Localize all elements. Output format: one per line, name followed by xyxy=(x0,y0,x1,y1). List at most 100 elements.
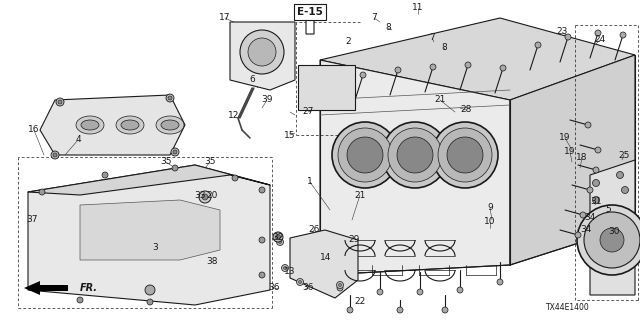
Text: TX44E1400: TX44E1400 xyxy=(547,303,590,313)
Text: 30: 30 xyxy=(608,228,620,236)
Circle shape xyxy=(442,307,448,313)
Circle shape xyxy=(338,128,392,182)
Circle shape xyxy=(166,94,174,102)
Text: 8: 8 xyxy=(441,44,447,52)
Circle shape xyxy=(417,289,423,295)
Circle shape xyxy=(172,165,178,171)
Circle shape xyxy=(347,137,383,173)
Ellipse shape xyxy=(76,116,104,134)
Text: 11: 11 xyxy=(412,4,424,12)
Ellipse shape xyxy=(161,120,179,130)
Text: 7: 7 xyxy=(371,13,377,22)
Text: 37: 37 xyxy=(26,215,38,225)
Circle shape xyxy=(332,122,398,188)
Circle shape xyxy=(259,237,265,243)
Circle shape xyxy=(621,187,628,194)
Circle shape xyxy=(600,228,624,252)
Text: 21: 21 xyxy=(355,190,365,199)
Circle shape xyxy=(432,122,498,188)
Circle shape xyxy=(145,285,155,295)
Circle shape xyxy=(173,150,177,154)
Circle shape xyxy=(171,148,179,156)
Polygon shape xyxy=(510,55,635,265)
Circle shape xyxy=(535,42,541,48)
Circle shape xyxy=(232,175,238,181)
Text: 14: 14 xyxy=(320,253,332,262)
Text: 16: 16 xyxy=(28,125,40,134)
Circle shape xyxy=(397,307,403,313)
Circle shape xyxy=(500,65,506,71)
Circle shape xyxy=(259,187,265,193)
Text: E-15: E-15 xyxy=(297,7,323,17)
Polygon shape xyxy=(320,18,635,100)
Circle shape xyxy=(447,137,483,173)
Circle shape xyxy=(593,196,600,204)
Circle shape xyxy=(51,151,59,159)
Circle shape xyxy=(593,167,599,173)
Text: 23: 23 xyxy=(556,28,568,36)
Text: 10: 10 xyxy=(484,218,496,227)
Text: 15: 15 xyxy=(284,131,296,140)
Circle shape xyxy=(430,64,436,70)
Circle shape xyxy=(595,147,601,153)
Text: 28: 28 xyxy=(460,106,472,115)
Circle shape xyxy=(77,297,83,303)
Text: 35: 35 xyxy=(160,157,172,166)
Text: 8: 8 xyxy=(385,23,391,33)
Polygon shape xyxy=(28,165,270,305)
Circle shape xyxy=(199,191,211,203)
Circle shape xyxy=(397,137,433,173)
Text: 36: 36 xyxy=(268,284,280,292)
Circle shape xyxy=(347,307,353,313)
Text: FR.: FR. xyxy=(80,283,98,293)
Polygon shape xyxy=(298,65,355,110)
Text: 38: 38 xyxy=(206,258,218,267)
Circle shape xyxy=(284,267,287,269)
Circle shape xyxy=(240,30,284,74)
Polygon shape xyxy=(590,160,635,295)
Circle shape xyxy=(259,272,265,278)
Circle shape xyxy=(339,284,342,286)
Ellipse shape xyxy=(121,120,139,130)
Text: 25: 25 xyxy=(618,150,630,159)
Circle shape xyxy=(248,38,276,66)
Text: 31: 31 xyxy=(590,197,602,206)
Circle shape xyxy=(575,232,581,238)
Text: 33: 33 xyxy=(195,191,205,201)
Polygon shape xyxy=(28,165,270,195)
Ellipse shape xyxy=(81,120,99,130)
Circle shape xyxy=(39,189,45,195)
Text: 39: 39 xyxy=(261,95,273,105)
Circle shape xyxy=(565,34,571,40)
Circle shape xyxy=(273,232,283,242)
Circle shape xyxy=(593,180,600,187)
Text: 22: 22 xyxy=(355,298,365,307)
Circle shape xyxy=(616,172,623,179)
Text: 13: 13 xyxy=(284,268,296,276)
Polygon shape xyxy=(80,200,220,260)
Polygon shape xyxy=(290,230,358,298)
Circle shape xyxy=(360,72,366,78)
Text: 24: 24 xyxy=(595,36,605,44)
Circle shape xyxy=(580,212,586,218)
Text: 19: 19 xyxy=(564,148,576,156)
Text: 35: 35 xyxy=(204,157,216,166)
FancyArrow shape xyxy=(24,281,68,295)
Circle shape xyxy=(202,194,208,200)
Ellipse shape xyxy=(116,116,144,134)
Text: 4: 4 xyxy=(75,135,81,145)
Ellipse shape xyxy=(156,116,184,134)
Circle shape xyxy=(282,265,289,271)
Circle shape xyxy=(587,187,593,193)
Text: 6: 6 xyxy=(249,76,255,84)
Circle shape xyxy=(585,122,591,128)
Text: 20: 20 xyxy=(206,190,218,199)
Text: 2: 2 xyxy=(345,37,351,46)
Circle shape xyxy=(58,100,62,104)
Circle shape xyxy=(620,32,626,38)
Circle shape xyxy=(388,128,442,182)
Circle shape xyxy=(465,62,471,68)
Polygon shape xyxy=(230,22,295,90)
Circle shape xyxy=(53,153,57,157)
Circle shape xyxy=(497,279,503,285)
